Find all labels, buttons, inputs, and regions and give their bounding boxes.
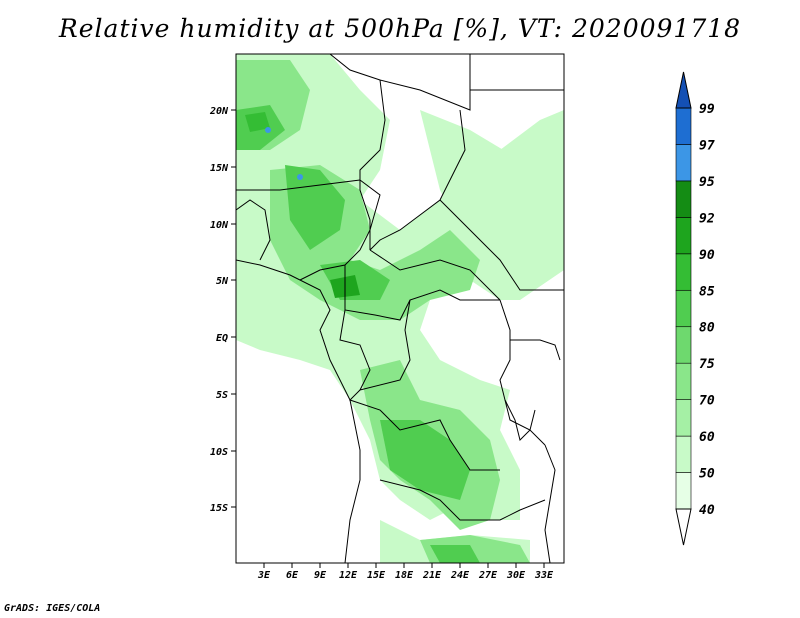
colorbar-label: 85 <box>699 284 715 299</box>
colorbar-label: 75 <box>699 357 715 372</box>
border-line <box>236 179 361 191</box>
lat-tick-label: 15S <box>210 503 228 514</box>
humidity-field <box>236 54 564 563</box>
humidity-area-dark <box>285 165 345 250</box>
colorbar-label: 92 <box>699 211 715 226</box>
colorbar-segment <box>675 144 692 182</box>
lon-tick-label: 24E <box>450 570 470 581</box>
colorbar-arrow-high <box>675 71 692 109</box>
colorbar-label: 90 <box>699 248 715 263</box>
lat-tick-label: 10S <box>210 447 228 458</box>
border-line <box>379 479 546 521</box>
country-boundaries <box>236 54 564 563</box>
border-line <box>344 399 361 563</box>
colorbar-label: 99 <box>699 102 715 117</box>
border-line <box>344 265 500 321</box>
humidity-area-darkest <box>245 112 270 132</box>
border-line <box>236 259 351 401</box>
colorbar-segment <box>675 253 692 291</box>
colorbar-label: 80 <box>699 321 715 336</box>
lat-tick-label: 15N <box>210 163 229 174</box>
border-line <box>544 444 556 563</box>
border-line <box>349 389 500 471</box>
lon-tick-label: 3E <box>257 570 271 581</box>
border-line <box>359 79 386 250</box>
lat-tick-label: EQ <box>216 333 228 344</box>
border-line <box>439 199 564 291</box>
border-line <box>369 249 501 301</box>
humidity-area-light <box>420 110 564 250</box>
lon-axis: 3E 6E 9E 12E 15E 18E 21E 24E 27E 30E 33E <box>257 563 554 581</box>
colorbar-segment <box>675 326 692 364</box>
border-line <box>510 339 561 361</box>
border-line <box>299 179 381 281</box>
lat-tick-label: 20N <box>209 106 229 117</box>
colorbar-segment <box>675 399 692 437</box>
lon-tick-label: 27E <box>478 570 498 581</box>
colorbar-label: 50 <box>699 467 715 482</box>
lon-tick-label: 33E <box>534 570 554 581</box>
colorbar-label: 95 <box>699 175 715 190</box>
credit-text: GrADS: IGES/COLA <box>4 603 101 614</box>
lon-tick-label: 30E <box>506 570 526 581</box>
colorbar-label: 40 <box>699 503 715 518</box>
border-line <box>329 54 471 111</box>
lon-tick-label: 15E <box>367 570 386 581</box>
lon-tick-label: 18E <box>395 570 414 581</box>
lon-tick-label: 9E <box>314 570 327 581</box>
border-line <box>504 399 536 441</box>
humidity-area-dark <box>430 545 480 563</box>
border-line <box>369 109 466 251</box>
colorbar: 40 50 60 70 75 80 85 90 92 95 97 99 <box>675 71 715 546</box>
map-frame <box>235 53 565 564</box>
map-title: Relative humidity at 500hPa [%], VT: 202… <box>58 14 742 43</box>
lat-tick-label: 5N <box>216 276 229 287</box>
colorbar-segment <box>675 362 692 400</box>
colorbar-segment <box>675 180 692 218</box>
humidity-area-dark <box>380 420 470 500</box>
lon-tick-label: 12E <box>339 570 358 581</box>
colorbar-arrow-low <box>675 508 692 546</box>
colorbar-label: 97 <box>699 138 715 153</box>
lon-tick-label: 21E <box>422 570 442 581</box>
colorbar-label: 60 <box>699 430 715 445</box>
humidity-spot-99 <box>297 174 303 180</box>
humidity-spot-99 <box>265 127 271 133</box>
lon-tick-label: 6E <box>286 570 299 581</box>
colorbar-segment <box>675 435 692 473</box>
colorbar-label: 70 <box>699 394 715 409</box>
lat-axis: 20N 15N 10N 5N EQ 5S 10S 15S <box>209 106 236 514</box>
lat-tick-label: 10N <box>210 220 229 231</box>
colorbar-segment <box>675 217 692 255</box>
colorbar-segment <box>675 107 692 145</box>
colorbar-segment <box>675 289 692 328</box>
lat-tick-label: 5S <box>216 390 228 401</box>
colorbar-segment <box>675 472 692 510</box>
border-line <box>236 199 271 261</box>
